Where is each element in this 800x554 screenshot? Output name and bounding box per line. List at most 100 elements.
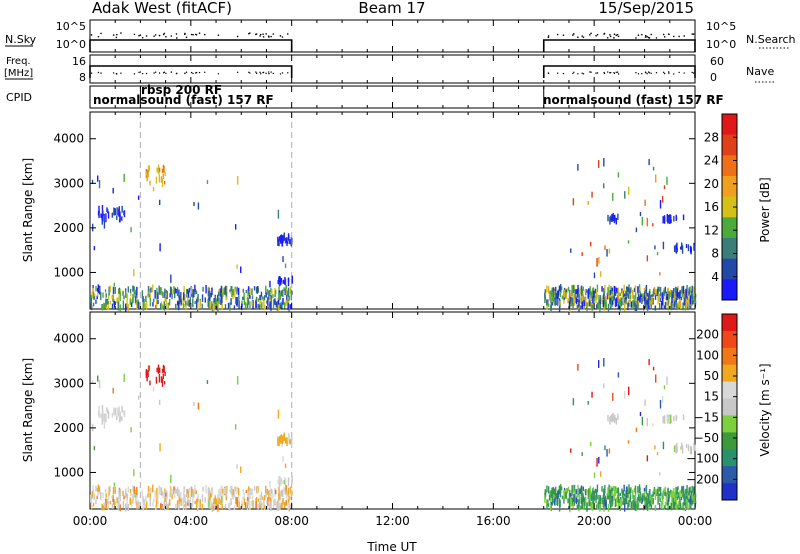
velocity-echo xyxy=(114,486,116,494)
velocity-echo xyxy=(251,488,253,495)
power-echo xyxy=(113,208,115,216)
power-echo xyxy=(626,286,628,290)
power-echo xyxy=(653,286,656,294)
radar-title: Adak West (fitACF) xyxy=(92,0,232,17)
power-echo xyxy=(546,299,548,306)
power-echo xyxy=(633,287,636,293)
power-echo xyxy=(603,304,605,312)
power-echo xyxy=(161,291,164,296)
power-echo xyxy=(98,180,101,189)
velocity-echo xyxy=(688,502,691,508)
nave-dot xyxy=(615,71,617,74)
power-echo xyxy=(187,297,189,303)
nsearch-dot xyxy=(265,33,267,35)
power-echo xyxy=(604,298,606,307)
velocity-echo xyxy=(287,493,290,498)
power-echo xyxy=(219,288,222,297)
velocity-echo xyxy=(252,500,254,509)
power-echo xyxy=(213,298,215,303)
velocity-echo xyxy=(107,411,110,419)
power-colorbar-swatch xyxy=(722,134,737,156)
power-echo xyxy=(192,298,194,308)
y-tick-label: 2000 xyxy=(53,421,84,435)
power-colorbar-swatch xyxy=(722,155,737,177)
power-echo xyxy=(670,214,672,224)
velocity-echo xyxy=(593,472,596,479)
power-echo xyxy=(547,286,550,294)
nave-dot xyxy=(139,71,142,73)
power-echo xyxy=(287,278,290,287)
velocity-echo xyxy=(147,369,149,375)
velocity-echo xyxy=(634,492,637,501)
velocity-echo xyxy=(646,497,648,505)
velocity-echo xyxy=(195,490,198,494)
power-echo xyxy=(278,276,280,285)
power-echo xyxy=(211,287,213,296)
velocity-echo xyxy=(644,489,646,499)
power-echo xyxy=(609,216,611,225)
power-echo xyxy=(267,297,269,306)
power-colorbar-tick-label: 16 xyxy=(704,200,719,214)
power-echo xyxy=(666,176,668,185)
velocity-echo xyxy=(247,496,249,501)
velocity-echo xyxy=(171,493,173,500)
velocity-echo xyxy=(251,495,254,500)
velocity-echo xyxy=(551,493,554,502)
power-echo xyxy=(164,297,166,303)
velocity-echo xyxy=(571,485,573,494)
velocity-echo xyxy=(107,409,109,414)
velocity-ylabel: Slant Range [km] xyxy=(21,358,35,462)
velocity-echo xyxy=(242,488,245,493)
velocity-echo xyxy=(222,493,224,497)
velocity-echo xyxy=(288,504,290,509)
power-echo xyxy=(278,239,280,247)
velocity-echo xyxy=(596,457,598,467)
power-echo xyxy=(185,300,187,306)
velocity-echo xyxy=(640,493,642,498)
nsearch-dot xyxy=(647,36,650,39)
power-echo xyxy=(666,299,668,306)
power-echo xyxy=(285,300,287,306)
y-tick-label: 2000 xyxy=(53,221,84,235)
nsearch-dot xyxy=(100,32,102,35)
power-echo xyxy=(238,300,240,309)
velocity-echo xyxy=(635,500,637,509)
velocity-echo xyxy=(609,490,612,496)
velocity-echo xyxy=(659,472,661,476)
power-echo xyxy=(591,304,593,311)
power-echo xyxy=(554,291,556,299)
power-echo xyxy=(92,291,95,300)
nsearch-dot xyxy=(115,36,118,39)
velocity-echo xyxy=(144,503,146,509)
power-echo xyxy=(184,303,186,308)
velocity-echo xyxy=(91,491,94,496)
power-echo xyxy=(168,299,171,306)
power-echo xyxy=(167,304,169,311)
velocity-echo xyxy=(623,484,625,492)
nsearch-dot xyxy=(691,33,694,35)
power-echo xyxy=(107,301,110,310)
velocity-echo xyxy=(278,436,281,442)
power-echo xyxy=(588,288,590,298)
nave-dot xyxy=(198,71,201,74)
velocity-echo xyxy=(194,500,196,505)
velocity-echo xyxy=(236,376,239,385)
power-echo xyxy=(152,186,155,192)
power-echo xyxy=(283,280,286,285)
velocity-echo xyxy=(572,398,575,406)
velocity-echo xyxy=(133,469,135,477)
velocity-echo xyxy=(572,502,574,509)
power-echo xyxy=(146,176,148,182)
power-echo xyxy=(624,191,626,199)
velocity-echo xyxy=(134,495,137,504)
power-echo xyxy=(220,285,223,294)
velocity-echo xyxy=(191,487,193,494)
velocity-echo xyxy=(571,497,574,504)
velocity-echo xyxy=(163,380,166,385)
velocity-echo xyxy=(278,490,281,495)
power-echo xyxy=(578,299,580,307)
power-colorbar-tick-label: 12 xyxy=(704,223,719,237)
power-echo xyxy=(118,213,120,217)
power-echo xyxy=(606,293,609,300)
power-echo xyxy=(583,300,585,309)
